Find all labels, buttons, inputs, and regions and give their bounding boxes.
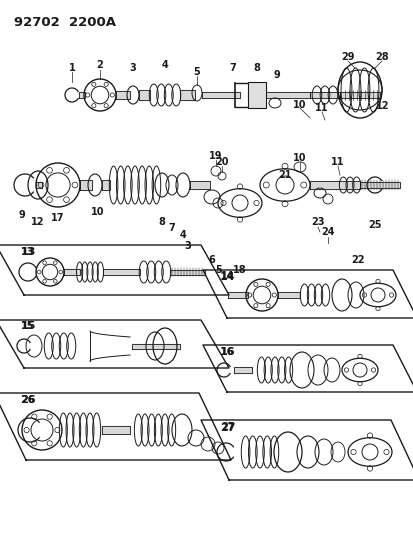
Text: 8: 8 <box>158 217 165 227</box>
Polygon shape <box>233 367 252 373</box>
Text: 12: 12 <box>31 217 45 227</box>
Polygon shape <box>102 180 110 190</box>
Polygon shape <box>309 181 359 189</box>
Polygon shape <box>170 270 204 274</box>
FancyBboxPatch shape <box>247 82 266 108</box>
Polygon shape <box>139 90 150 100</box>
Text: 25: 25 <box>367 220 381 230</box>
Polygon shape <box>180 90 195 100</box>
Text: 20: 20 <box>215 157 228 167</box>
Polygon shape <box>277 292 299 298</box>
Text: 24: 24 <box>320 227 334 237</box>
Text: 26: 26 <box>21 395 35 405</box>
Text: 27: 27 <box>221 422 234 432</box>
Text: 5: 5 <box>215 265 222 275</box>
Text: 26: 26 <box>20 395 36 405</box>
Text: 23: 23 <box>311 217 324 227</box>
Text: 15: 15 <box>20 321 36 331</box>
Text: 12: 12 <box>375 101 389 111</box>
Polygon shape <box>102 426 130 434</box>
Polygon shape <box>339 92 379 98</box>
Text: 9: 9 <box>19 210 25 220</box>
Text: 4: 4 <box>161 60 168 70</box>
Text: 15: 15 <box>21 321 35 331</box>
Polygon shape <box>103 269 140 275</box>
Polygon shape <box>309 92 339 98</box>
Text: 18: 18 <box>233 265 246 275</box>
Polygon shape <box>36 182 42 188</box>
Polygon shape <box>132 343 180 349</box>
Text: 8: 8 <box>253 63 260 73</box>
Polygon shape <box>79 92 85 98</box>
Text: 1: 1 <box>69 63 75 73</box>
Text: 27: 27 <box>220 423 235 433</box>
Text: 28: 28 <box>374 52 388 62</box>
Text: 17: 17 <box>51 213 64 223</box>
Text: 16: 16 <box>221 347 234 357</box>
Text: 11: 11 <box>330 157 344 167</box>
Text: 22: 22 <box>350 255 364 265</box>
Polygon shape <box>116 91 130 99</box>
Text: 10: 10 <box>292 153 306 163</box>
Text: 19: 19 <box>209 151 222 161</box>
Text: 11: 11 <box>314 103 328 113</box>
Text: 2: 2 <box>96 60 103 70</box>
Text: 7: 7 <box>229 63 236 73</box>
Text: 92702  2200A: 92702 2200A <box>14 16 116 29</box>
Text: 14: 14 <box>221 271 234 281</box>
Text: 4: 4 <box>179 230 186 240</box>
Text: 10: 10 <box>91 207 104 217</box>
Text: 3: 3 <box>184 241 191 251</box>
Text: 21: 21 <box>278 170 291 180</box>
Polygon shape <box>247 92 309 98</box>
Text: 29: 29 <box>340 52 354 62</box>
Polygon shape <box>64 269 80 275</box>
Polygon shape <box>190 181 209 189</box>
Text: 14: 14 <box>220 272 235 282</box>
Text: 13: 13 <box>20 247 36 257</box>
Polygon shape <box>228 292 247 298</box>
Polygon shape <box>80 180 92 190</box>
Polygon shape <box>202 92 240 98</box>
Text: 6: 6 <box>208 255 215 265</box>
Text: 13: 13 <box>21 247 35 257</box>
Text: 7: 7 <box>168 223 175 233</box>
Text: 5: 5 <box>193 67 200 77</box>
Polygon shape <box>359 182 399 188</box>
Text: 3: 3 <box>129 63 136 73</box>
Text: 10: 10 <box>292 100 306 110</box>
Text: 9: 9 <box>273 70 280 80</box>
Text: 16: 16 <box>220 347 235 357</box>
